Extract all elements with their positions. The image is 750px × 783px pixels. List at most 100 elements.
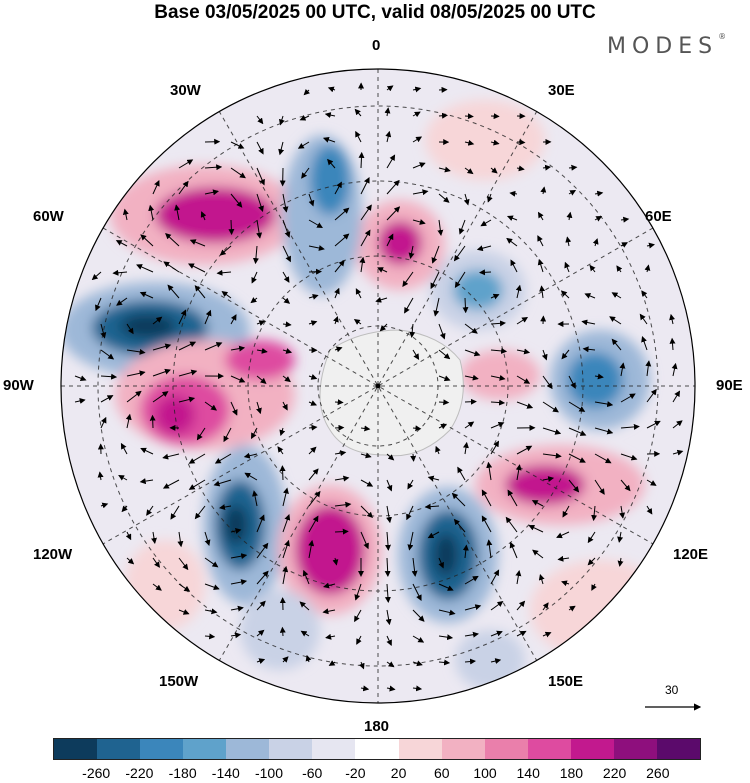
colorbar-tick-label: -180 xyxy=(168,765,197,781)
wind-vector xyxy=(427,531,440,539)
wind-vector xyxy=(568,190,577,196)
wind-vector xyxy=(243,452,258,459)
wind-vector xyxy=(412,111,421,118)
wind-vector xyxy=(410,453,417,462)
wind-vector xyxy=(230,167,246,179)
wind-vector xyxy=(386,685,396,692)
wind-vector xyxy=(594,427,614,435)
wind-vector xyxy=(479,269,492,276)
wind-vector xyxy=(542,476,555,482)
wind-vector xyxy=(115,240,128,247)
wind-vector xyxy=(324,112,336,119)
wind-vector xyxy=(204,401,218,411)
wind-vector xyxy=(322,136,336,143)
lon-label-60e: 60E xyxy=(645,208,672,225)
wind-vector xyxy=(300,630,310,637)
wind-vector xyxy=(327,158,336,169)
lon-label-180: 180 xyxy=(364,718,390,735)
wind-vector xyxy=(308,424,318,431)
wind-vector xyxy=(476,245,492,252)
wind-vector xyxy=(299,115,310,121)
wind-vector xyxy=(542,452,562,459)
wind-vector xyxy=(301,167,310,179)
wind-vector xyxy=(152,391,169,403)
wind-vector xyxy=(325,633,336,640)
wind-vector xyxy=(282,348,293,354)
colorbar-segment xyxy=(570,739,614,759)
wind-vector xyxy=(165,233,180,247)
wind-vector xyxy=(438,557,444,569)
colorbar-tick-label: 140 xyxy=(516,765,540,781)
wind-vector xyxy=(464,139,475,146)
wind-vector xyxy=(278,115,285,126)
wind-vector xyxy=(386,635,392,647)
wind-vector xyxy=(639,313,648,325)
colorbar-segment xyxy=(484,739,528,759)
wind-vector xyxy=(560,290,570,299)
wind-vector xyxy=(204,608,218,615)
wind-vector xyxy=(377,267,388,273)
wind-vector xyxy=(542,427,562,435)
wind-vector xyxy=(516,165,525,172)
wind-vector xyxy=(490,399,506,406)
wind-vector xyxy=(100,349,115,360)
wind-vector xyxy=(438,659,451,666)
wind-vector xyxy=(464,631,479,638)
colorbar-tick-label: 20 xyxy=(390,765,407,781)
wind-vector xyxy=(152,557,160,568)
wind-vector xyxy=(435,445,441,455)
wind-vector xyxy=(672,449,684,456)
wind-vector xyxy=(256,629,265,637)
wind-vector xyxy=(256,570,269,585)
wind-vector xyxy=(139,478,154,485)
wind-vector xyxy=(334,233,350,247)
wind-vector xyxy=(620,479,631,492)
wind-vector xyxy=(355,130,362,143)
wind-vector xyxy=(385,130,392,143)
wind-vector xyxy=(386,479,393,492)
wind-vector xyxy=(230,401,238,416)
wind-vector xyxy=(97,471,104,481)
wind-vector xyxy=(404,297,414,314)
wind-vector xyxy=(322,608,336,615)
wind-vector xyxy=(214,453,232,464)
wind-vector xyxy=(617,531,624,543)
wind-vector xyxy=(564,261,570,273)
wind-vector xyxy=(490,139,500,146)
wind-vector xyxy=(620,423,640,430)
wind-vector xyxy=(486,461,493,481)
wind-vector xyxy=(542,375,553,390)
wind-vector xyxy=(542,602,549,611)
wind-vector xyxy=(204,583,220,591)
wind-vector xyxy=(332,557,339,566)
wind-vector xyxy=(308,374,318,380)
wind-vector xyxy=(126,348,146,355)
wind-vector xyxy=(584,293,596,299)
colorbar-tick-label: -60 xyxy=(302,765,323,781)
wind-vector xyxy=(386,206,401,221)
wind-vector xyxy=(464,575,479,585)
wind-vector xyxy=(308,320,318,326)
wind-vector xyxy=(282,514,291,533)
wind-vector xyxy=(360,452,372,459)
wind-vector xyxy=(308,490,321,507)
wind-vector xyxy=(464,374,479,381)
wind-vector xyxy=(126,323,134,335)
wind-vector xyxy=(384,557,391,577)
wind-vector xyxy=(641,335,648,351)
wind-vector xyxy=(386,85,394,92)
wind-vector xyxy=(412,685,423,692)
colorbar-tick-label: 220 xyxy=(602,765,627,781)
lon-label-120w: 120W xyxy=(33,546,73,563)
wind-vector xyxy=(568,427,587,436)
wind-vector xyxy=(490,293,500,300)
wind-vector xyxy=(412,189,429,196)
wind-vector xyxy=(178,396,196,403)
wind-vector xyxy=(230,193,243,208)
wind-vector xyxy=(537,211,544,221)
wind-vector xyxy=(122,208,129,221)
wind-vector xyxy=(568,479,580,493)
wind-vector xyxy=(256,219,263,239)
wind-vector xyxy=(308,293,319,300)
wind-vector xyxy=(204,557,219,568)
